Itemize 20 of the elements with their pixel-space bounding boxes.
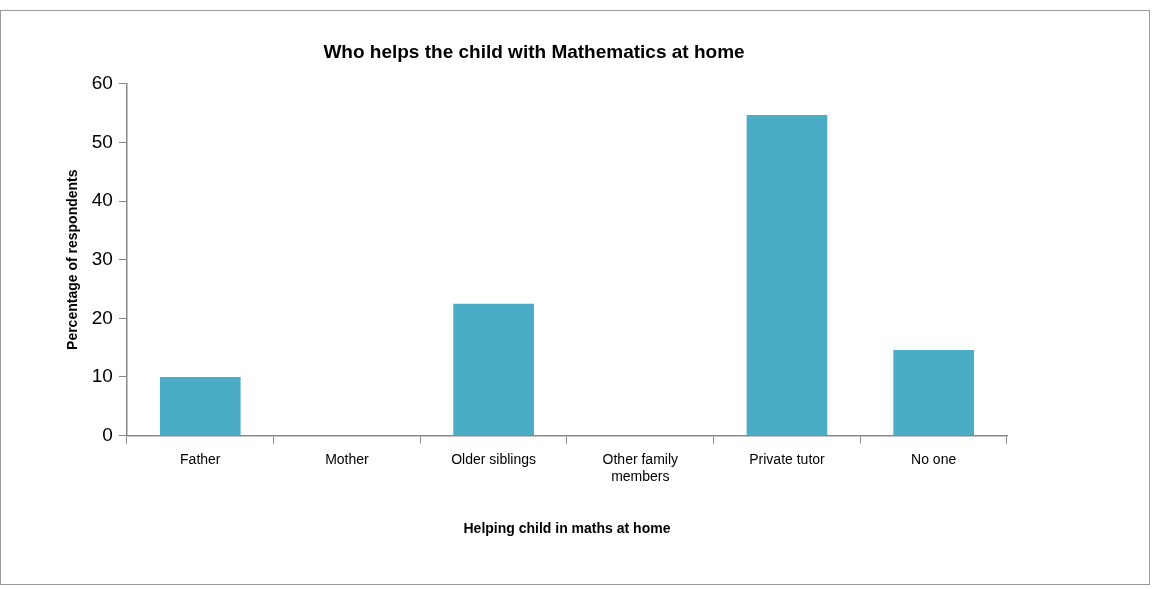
x-tick-label: No one (911, 450, 957, 467)
y-tick-label: 40 (91, 189, 113, 211)
bar (893, 350, 974, 436)
x-tick-label: Private tutor (749, 450, 826, 467)
bar (453, 303, 534, 436)
x-tick-label: Father (180, 450, 221, 467)
y-tick-label: 20 (91, 306, 113, 328)
y-tick-label: 0 (102, 423, 113, 445)
y-tick-label: 10 (91, 365, 113, 387)
x-tick-label: Other family members (602, 450, 679, 484)
x-axis-title: Helping child in maths at home (463, 520, 671, 537)
y-tick-label: 60 (91, 72, 113, 94)
bar (746, 114, 828, 436)
y-axis-title: Percentage of respondents (64, 169, 81, 350)
x-tick-label: Older siblings (451, 450, 537, 467)
y-tick-label: 30 (91, 247, 113, 269)
x-tick-label: Mother (325, 450, 370, 467)
chart-title: Who helps the child with Mathematics at home (323, 40, 745, 62)
y-tick-label: 50 (91, 130, 113, 152)
bar (159, 376, 241, 436)
